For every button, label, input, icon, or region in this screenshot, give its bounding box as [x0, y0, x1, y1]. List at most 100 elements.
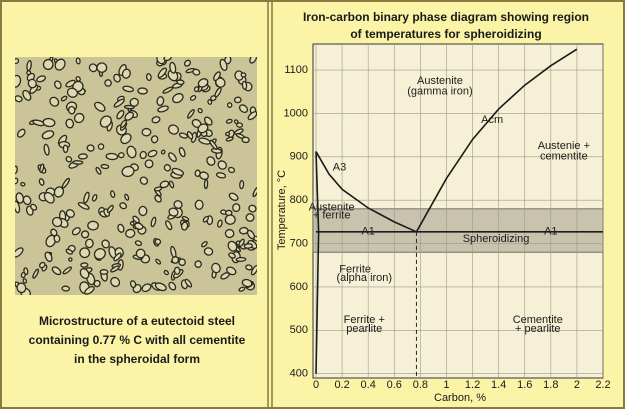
particle — [154, 194, 162, 203]
particle — [66, 87, 79, 98]
particle — [232, 203, 241, 213]
particle — [43, 143, 50, 156]
particle — [101, 239, 110, 249]
particle — [168, 180, 175, 189]
particle — [157, 67, 168, 79]
y-tick-label: 800 — [290, 194, 308, 206]
particle — [168, 207, 179, 217]
particle — [96, 62, 108, 73]
particle — [247, 111, 257, 121]
particle — [187, 109, 195, 119]
particle — [38, 178, 45, 186]
particle — [156, 96, 165, 107]
particle — [123, 104, 135, 110]
particle — [83, 191, 90, 204]
y-tick-label: 700 — [290, 237, 308, 249]
particle — [178, 147, 186, 158]
particle — [39, 163, 45, 173]
y-tick-label: 1000 — [284, 107, 308, 119]
annotation: + ferrite — [313, 210, 351, 222]
particle — [228, 252, 236, 259]
particle — [163, 269, 169, 276]
particle — [39, 261, 46, 269]
particle — [184, 278, 193, 288]
particle — [224, 214, 236, 225]
particle — [100, 163, 110, 170]
particle — [117, 152, 125, 159]
particle — [181, 216, 190, 222]
particle — [168, 124, 180, 135]
particle — [42, 58, 54, 71]
particle — [41, 130, 55, 140]
particle — [206, 156, 216, 166]
particle — [30, 203, 38, 211]
particle — [93, 248, 106, 260]
x-tick-label: 0.8 — [413, 379, 428, 391]
particle — [147, 149, 158, 158]
particle — [65, 209, 75, 218]
particle — [61, 285, 71, 292]
particle — [233, 96, 242, 104]
particle — [116, 109, 125, 120]
x-tick-label: 0.6 — [387, 379, 402, 391]
chart-title: of temperatures for spheroidizing — [350, 27, 541, 41]
particle — [42, 117, 56, 128]
x-tick-label: 0 — [313, 379, 319, 391]
particle — [163, 164, 172, 172]
particle — [44, 251, 53, 263]
particle — [15, 58, 20, 65]
particle — [110, 265, 120, 273]
particle — [129, 280, 137, 289]
particle — [119, 202, 128, 210]
particle — [183, 59, 191, 67]
particle — [93, 279, 101, 288]
particle — [236, 122, 244, 128]
particle — [145, 73, 152, 82]
particle — [84, 285, 95, 295]
particle — [113, 73, 121, 83]
particle — [160, 149, 166, 155]
particle — [225, 118, 233, 124]
particle — [122, 85, 135, 93]
particle — [91, 193, 98, 202]
particle — [155, 258, 162, 265]
particle — [217, 160, 227, 170]
particle — [224, 131, 231, 137]
particle — [106, 204, 114, 214]
particle — [224, 228, 235, 239]
particle — [120, 119, 127, 129]
annotation: Cementite — [513, 314, 563, 326]
annotation: A1 — [544, 226, 557, 238]
x-tick-label: 0.4 — [361, 379, 376, 391]
particle — [72, 160, 84, 165]
particle — [202, 215, 209, 223]
particle — [172, 93, 184, 104]
particle — [194, 169, 201, 178]
particle — [43, 191, 55, 204]
particle — [88, 63, 98, 73]
particle — [110, 276, 121, 288]
annotation: (gamma iron) — [407, 86, 472, 98]
particle — [171, 256, 180, 264]
particle — [165, 220, 173, 231]
particle — [16, 282, 27, 294]
particle — [105, 152, 119, 161]
annotation: pearlite — [346, 323, 382, 335]
particle — [176, 79, 185, 86]
particle — [79, 268, 90, 280]
x-tick-label: 1.2 — [465, 379, 480, 391]
annotation: Austenite — [309, 201, 355, 213]
particle — [120, 133, 132, 145]
particle — [54, 80, 62, 90]
particle — [138, 205, 148, 217]
particle — [162, 86, 174, 94]
particle — [250, 264, 257, 276]
particle — [245, 264, 253, 271]
particle — [86, 144, 95, 152]
particle — [75, 57, 81, 65]
particle — [203, 178, 209, 190]
particle — [173, 266, 181, 275]
y-tick-label: 500 — [290, 324, 308, 336]
phase-boundary — [315, 151, 417, 233]
